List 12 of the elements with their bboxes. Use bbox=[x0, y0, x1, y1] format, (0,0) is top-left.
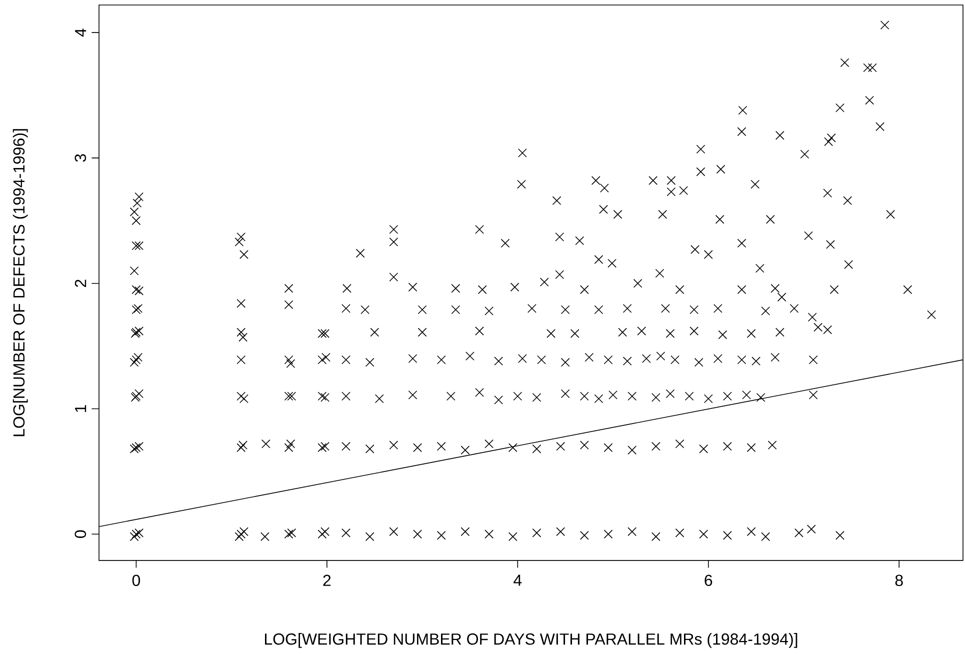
y-tick-label: 1 bbox=[75, 405, 86, 412]
y-tick-label: 2 bbox=[74, 280, 86, 287]
x-tick-label: 4 bbox=[514, 574, 522, 586]
y-tick-label: 0 bbox=[74, 530, 86, 538]
x-axis-title: LOG[WEIGHTED NUMBER OF DAYS WITH PARALLEL MRs (1984-1994)] bbox=[265, 633, 798, 648]
y-tick-label: 4 bbox=[75, 28, 86, 37]
x-tick-label: 2 bbox=[323, 574, 331, 586]
y-axis-title: LOG[NUMBER OF DEFECTS (1994-1996)] bbox=[12, 129, 28, 436]
y-tick-label: 3 bbox=[74, 154, 86, 162]
x-tick-label: 0 bbox=[132, 574, 140, 586]
x-tick-label: 8 bbox=[895, 574, 903, 586]
x-tick-label: 6 bbox=[704, 574, 712, 586]
